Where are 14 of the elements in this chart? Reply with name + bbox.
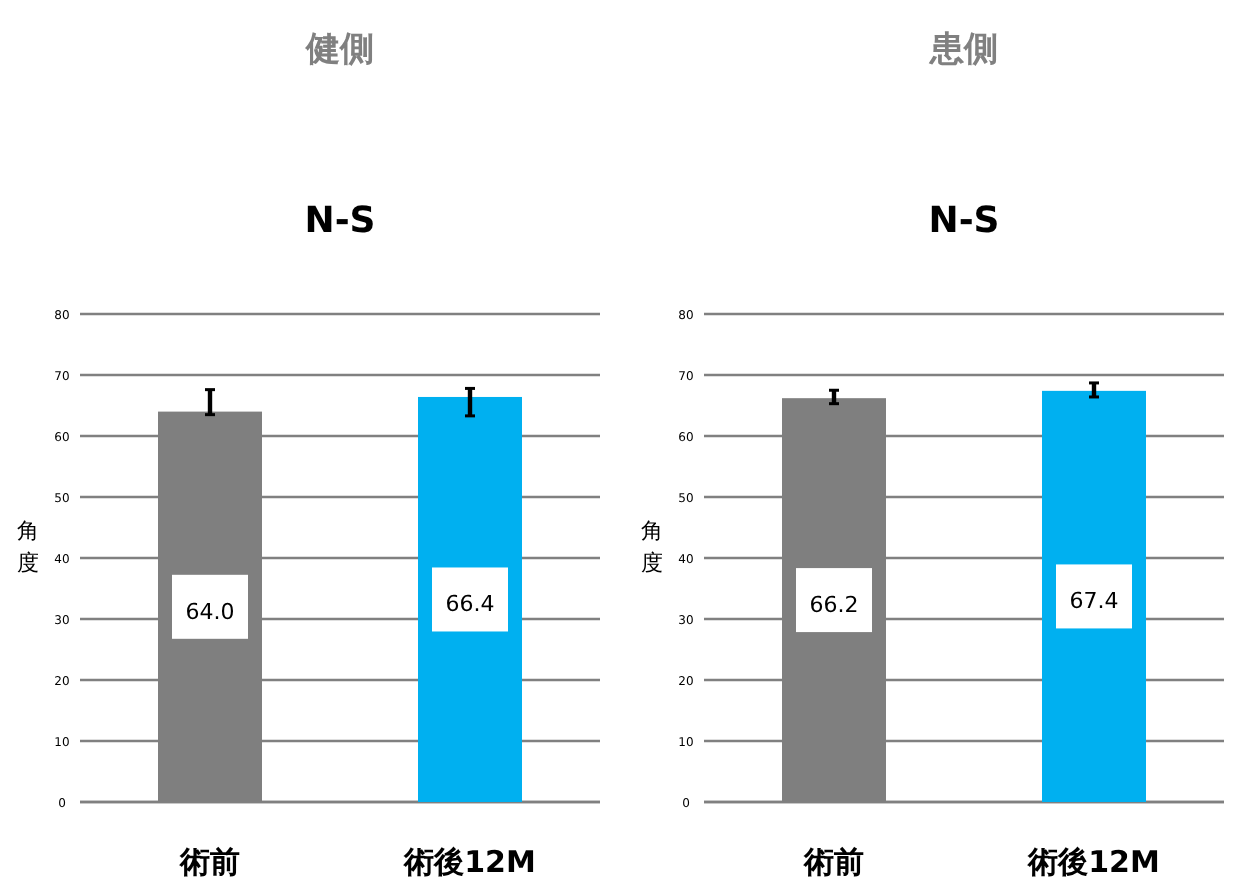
data-label: 67.4 — [1069, 588, 1119, 615]
chart-title: 患側 — [928, 30, 998, 70]
chart-title: 健側 — [304, 30, 374, 70]
x-tick-label: 術後12M — [1026, 844, 1160, 880]
x-tick-label: 術後12M — [402, 844, 536, 880]
chart-subtitle: N-S — [928, 200, 1000, 242]
data-label: 66.4 — [445, 591, 495, 618]
data-label: 64.0 — [185, 598, 235, 625]
x-tick-label: 術前 — [178, 844, 240, 880]
x-tick-label: 術前 — [802, 844, 864, 880]
y-axis-title: 角度 — [641, 518, 663, 576]
chart-subtitle: N-S — [304, 200, 376, 242]
y-axis-title: 角度 — [17, 518, 39, 576]
data-label: 66.2 — [809, 592, 859, 619]
